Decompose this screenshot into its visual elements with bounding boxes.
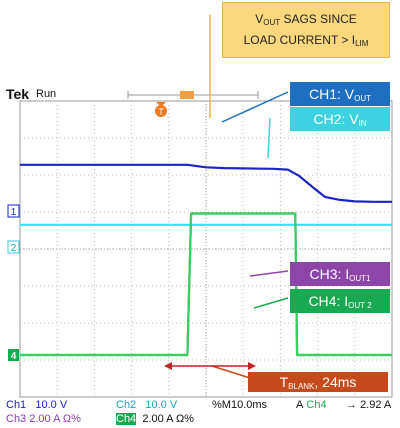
trigger-source-readout: A Ch4 (296, 399, 327, 411)
ch4-ground-marker: 4 (8, 349, 19, 362)
trigger-level-readout: → 2.92 A (346, 399, 392, 411)
ch2-scale-readout: Ch2 10.0 V (116, 399, 178, 411)
ch3-label: CH3: IOUT1 (290, 262, 390, 286)
ch3-scale-readout: Ch3 2.00 A Ω% (6, 413, 81, 425)
tblank-leader (211, 365, 251, 379)
tblank-label: TBLANK, 24ms (248, 372, 388, 392)
ch2-leader (267, 117, 271, 159)
ch4-iout2-trace (20, 212, 392, 357)
svg-text:4: 4 (11, 351, 17, 362)
svg-text:T: T (158, 107, 164, 117)
acquisition-status: Run (36, 88, 57, 100)
ch4-leader (253, 297, 289, 309)
svg-text:2: 2 (11, 243, 17, 254)
ch4-scale-readout: Ch4 2.00 A Ω% (116, 413, 194, 425)
brand-label: Tek (6, 86, 30, 102)
timebase-readout: %M10.0ms (212, 399, 268, 411)
ch1-scale-readout: Ch1 10.0 V (6, 399, 68, 411)
sag-annotation: VOUT SAGS SINCE LOAD CURRENT > ILIM (222, 2, 390, 58)
ch2-label: CH2: VIN (290, 107, 390, 131)
svg-text:1: 1 (11, 207, 17, 218)
annotation-line-1: VOUT SAGS SINCE (255, 12, 357, 27)
ch4-label: CH4: IOUT 2 (290, 289, 390, 313)
ch1-leader (221, 91, 289, 123)
annotation-line-2: LOAD CURRENT > ILIM (243, 33, 369, 48)
blanking-arrow (164, 362, 256, 370)
ch3-leader (249, 270, 289, 277)
ch2-ground-marker: 2 (7, 240, 20, 254)
trigger-position-bar (127, 91, 259, 99)
ch1-label: CH1: VOUT (290, 82, 390, 106)
trigger-marker: T (155, 102, 167, 117)
ch1-ground-marker: 1 (7, 204, 20, 218)
graticule-grid (20, 101, 392, 397)
ch1-vout-trace (20, 163, 392, 203)
